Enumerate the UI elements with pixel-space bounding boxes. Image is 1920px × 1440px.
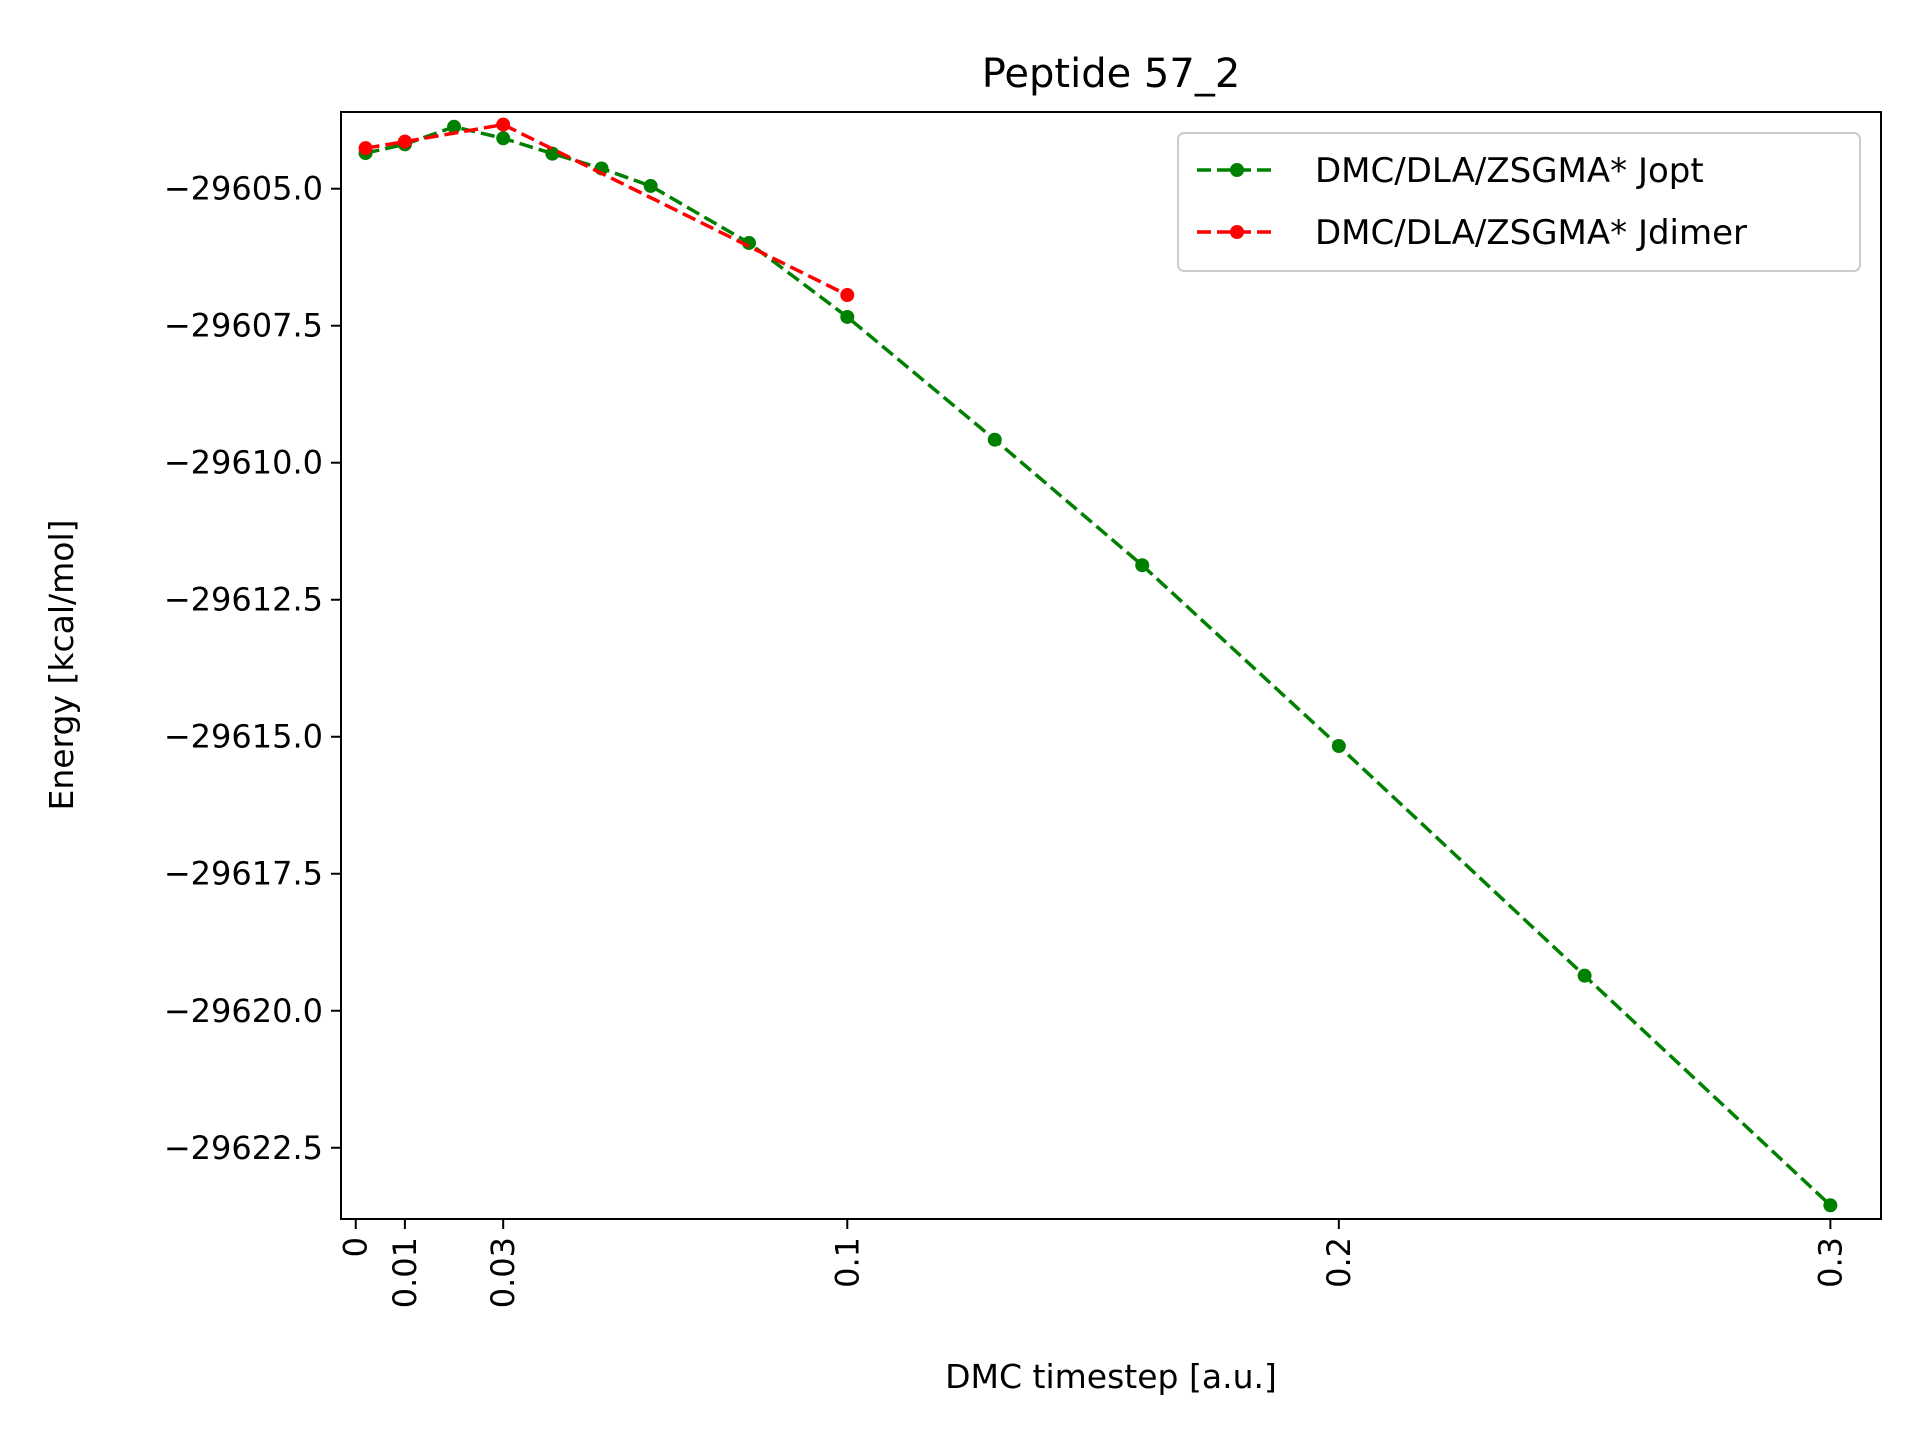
legend-label-jdimer: DMC/DLA/ZSGMA* Jdimer [1315, 213, 1747, 253]
data-point-jopt [643, 178, 658, 193]
series-line-jopt [365, 124, 1832, 1207]
data-point-jopt [1331, 739, 1346, 754]
x-tick-label: 0.01 [386, 1237, 424, 1308]
legend-marker-jopt [1230, 163, 1244, 177]
x-axis: 0 0.01 0.03 0.1 0.2 0.3 [337, 1219, 1849, 1308]
data-point-jopt [987, 432, 1002, 447]
legend-box [1177, 132, 1861, 272]
chart-title: Peptide 57_2 [982, 51, 1241, 97]
data-point-jdimer [358, 141, 373, 156]
y-tick-label: −29622.5 [164, 1129, 323, 1167]
y-axis: −29605.0 −29607.5 −29610.0 −29612.5 −29615.0… [164, 170, 341, 1167]
legend-marker-jdimer [1230, 225, 1244, 239]
y-tick-label: −29610.0 [164, 444, 323, 482]
legend: DMC/DLA/ZSGMA* Jopt DMC/DLA/ZSGMA* Jdimer [1177, 132, 1861, 272]
data-point-jopt [496, 131, 511, 146]
y-tick-label: −29615.0 [164, 718, 323, 756]
data-point-jopt [545, 146, 560, 161]
x-tick-label: 0.03 [484, 1237, 522, 1308]
y-tick-label: −29605.0 [164, 170, 323, 208]
data-point-jdimer [496, 117, 511, 132]
data-point-jdimer [397, 134, 412, 149]
x-tick-label: 0.3 [1811, 1237, 1849, 1288]
x-tick-label: 0 [337, 1237, 375, 1257]
x-tick-label: 0.1 [828, 1237, 866, 1288]
data-point-jopt [447, 119, 462, 134]
series-layer [358, 117, 1838, 1213]
series-line-jdimer [365, 122, 849, 297]
data-point-jopt [840, 309, 855, 324]
legend-label-jopt: DMC/DLA/ZSGMA* Jopt [1315, 151, 1704, 191]
y-tick-label: −29620.0 [164, 992, 323, 1030]
y-tick-label: −29607.5 [164, 307, 323, 345]
y-axis-title: Energy [kcal/mol] [42, 519, 81, 810]
x-axis-title: DMC timestep [a.u.] [945, 1357, 1277, 1396]
data-point-jopt [1577, 968, 1592, 983]
x-tick-label: 0.2 [1320, 1237, 1358, 1288]
y-tick-label: −29617.5 [164, 855, 323, 893]
plot-frame [340, 111, 1882, 1220]
y-tick-label: −29612.5 [164, 581, 323, 619]
data-point-jopt [1823, 1198, 1838, 1213]
data-point-jdimer [840, 288, 855, 303]
data-point-jopt [1135, 558, 1150, 573]
